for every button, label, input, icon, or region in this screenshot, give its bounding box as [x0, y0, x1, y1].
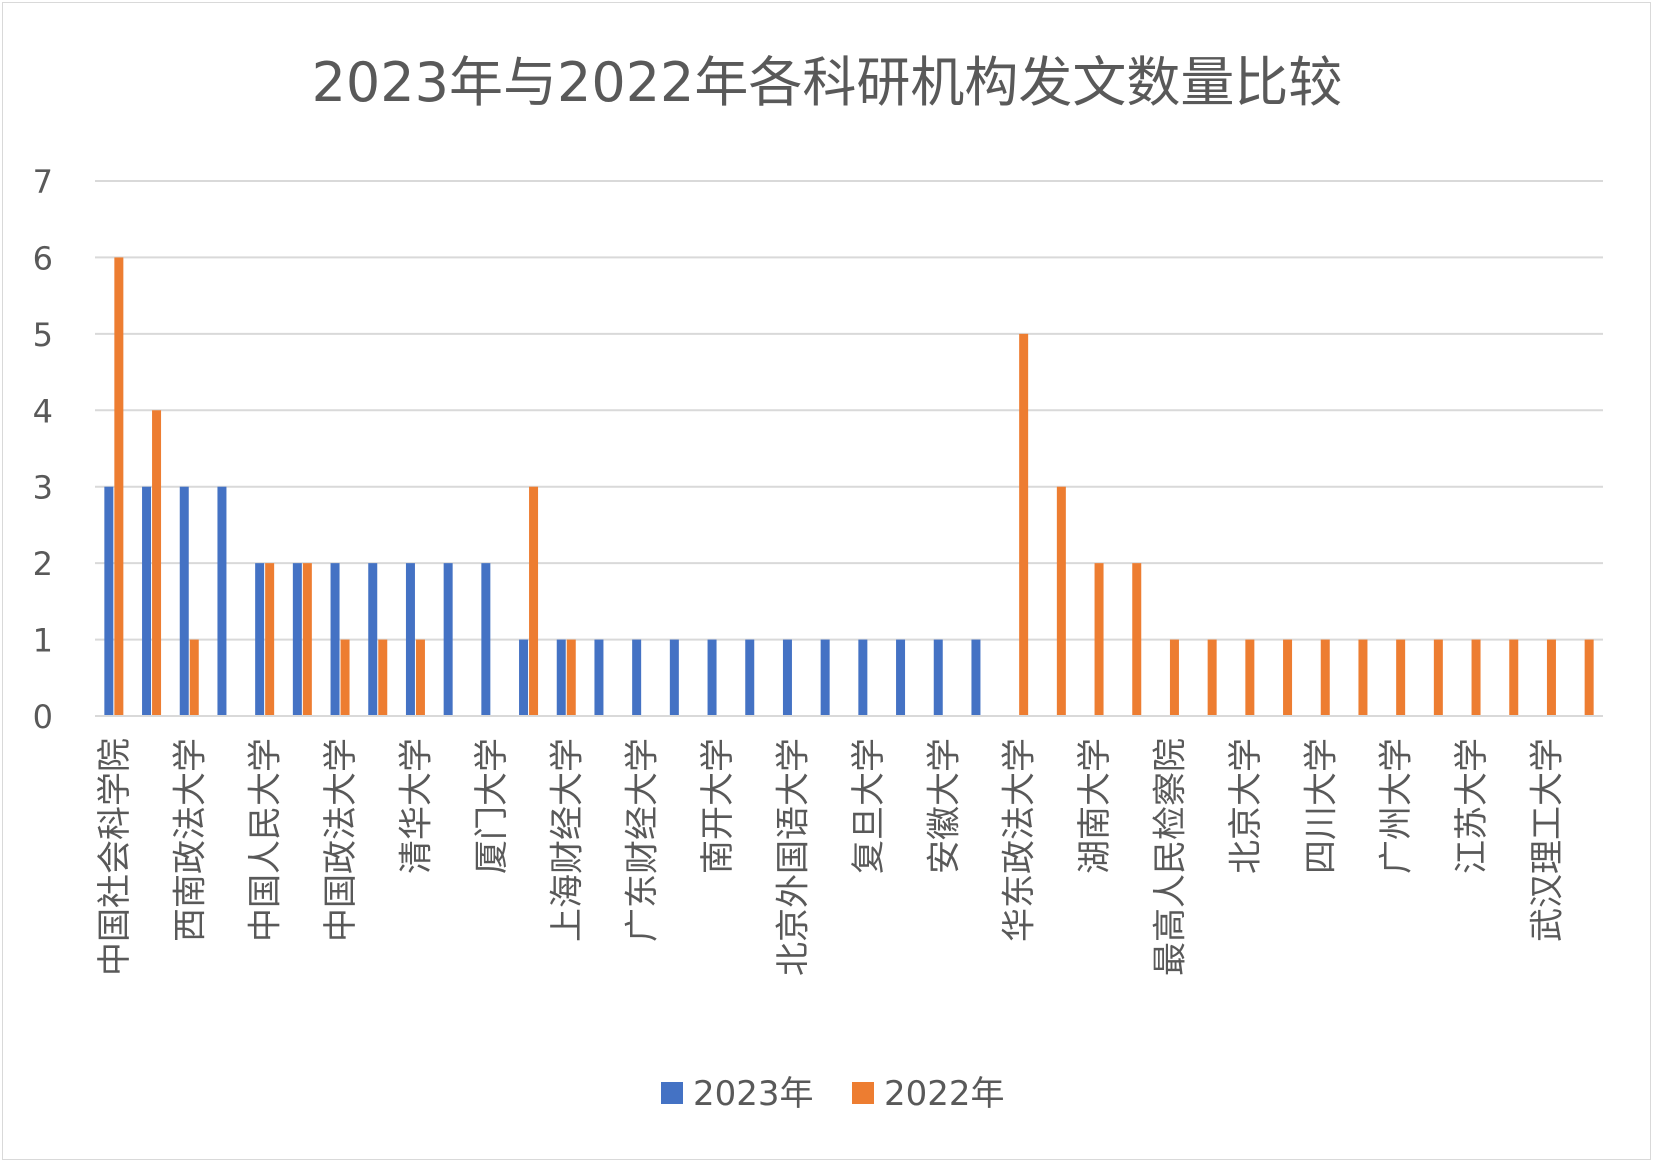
legend-item-2022: 2022年 — [852, 1074, 1005, 1114]
bar-2022年-30 — [1245, 639, 1255, 716]
y-tick-label: 2 — [33, 545, 53, 583]
bar-2023年-12 — [556, 639, 566, 716]
bar-2022年-34 — [1396, 639, 1406, 716]
bar-2023年-4 — [255, 563, 265, 716]
bar-2022年-29 — [1207, 639, 1217, 716]
x-category-label: 上海财经大学 — [547, 738, 587, 942]
chart-title: 2023年与2022年各科研机构发文数量比较 — [312, 51, 1343, 114]
y-tick-label: 1 — [33, 622, 53, 660]
bar-2022年-38 — [1546, 639, 1556, 716]
bar-2023年-19 — [820, 639, 830, 716]
bar-2022年-8 — [415, 639, 425, 716]
bar-2022年-2 — [189, 639, 199, 716]
bar-2022年-11 — [529, 486, 539, 716]
bar-2022年-39 — [1584, 639, 1594, 716]
y-tick-label: 6 — [33, 239, 53, 277]
bar-2022年-0 — [114, 257, 124, 716]
x-category-label: 武汉理工大学 — [1527, 738, 1567, 942]
legend-item-2023: 2023年 — [661, 1074, 814, 1114]
bar-chart: 2023年与2022年各科研机构发文数量比较 0 1 2 3 4 5 6 7 中国社会科学院西… — [33, 51, 1603, 1114]
x-category-label: 清华大学 — [396, 738, 436, 874]
bar-2023年-17 — [745, 639, 755, 716]
bar-2023年-23 — [971, 639, 981, 716]
legend-swatch-2022 — [852, 1082, 874, 1104]
x-category-label: 江苏大学 — [1452, 738, 1492, 874]
bar-2023年-5 — [292, 563, 302, 716]
bar-2022年-5 — [302, 563, 312, 716]
bar-2022年-27 — [1132, 563, 1142, 716]
bar-2022年-6 — [340, 639, 350, 716]
bar-2022年-25 — [1056, 486, 1066, 716]
x-category-label: 湖南大学 — [1075, 738, 1115, 874]
bar-2022年-1 — [152, 410, 162, 716]
bar-2023年-6 — [330, 563, 340, 716]
x-category-label: 南开大学 — [698, 738, 738, 874]
x-category-label: 厦门大学 — [472, 738, 512, 874]
y-axis-ticks: 0 1 2 3 4 5 6 7 — [33, 163, 53, 736]
bar-2022年-31 — [1283, 639, 1293, 716]
bar-2023年-15 — [669, 639, 679, 716]
bar-2023年-9 — [443, 563, 453, 716]
y-tick-label: 3 — [33, 469, 53, 507]
x-category-label: 华东政法大学 — [1000, 738, 1040, 942]
legend-swatch-2023 — [661, 1082, 683, 1104]
bar-2022年-33 — [1358, 639, 1368, 716]
legend-label-2022: 2022年 — [884, 1074, 1005, 1114]
y-tick-label: 5 — [33, 316, 53, 354]
bar-2022年-32 — [1320, 639, 1330, 716]
bar-2023年-2 — [179, 486, 189, 716]
x-category-label: 中国社会科学院 — [95, 738, 135, 976]
x-category-label: 复旦大学 — [849, 738, 889, 874]
x-category-label: 中国人民大学 — [246, 738, 286, 942]
bar-2023年-1 — [142, 486, 152, 716]
x-category-label: 四川大学 — [1301, 738, 1341, 874]
x-category-label: 中国政法大学 — [321, 738, 361, 942]
bar-2022年-24 — [1019, 333, 1029, 716]
bar-2022年-28 — [1169, 639, 1179, 716]
bar-2023年-0 — [104, 486, 114, 716]
x-axis-labels: 中国社会科学院 西南政法大学 中国人民大学 中国政法大学 清华大学 厦门大学 上海财经大学广… — [95, 738, 1568, 976]
bar-2022年-12 — [566, 639, 576, 716]
x-category-label: 西南政法大学 — [170, 738, 210, 942]
bar-2023年-21 — [896, 639, 906, 716]
x-category-label: 最高人民检察院 — [1150, 738, 1190, 976]
bar-2023年-3 — [217, 486, 227, 716]
bar-2022年-36 — [1471, 639, 1481, 716]
bars — [104, 257, 1594, 716]
bar-2023年-7 — [368, 563, 378, 716]
bar-2023年-10 — [481, 563, 491, 716]
bar-2022年-26 — [1094, 563, 1104, 716]
bar-2023年-22 — [933, 639, 943, 716]
bar-2023年-11 — [519, 639, 529, 716]
bar-2022年-37 — [1509, 639, 1519, 716]
x-category-label: 广州大学 — [1377, 738, 1417, 874]
x-category-label: 广东财经大学 — [623, 738, 663, 942]
y-tick-label: 7 — [33, 163, 53, 201]
y-tick-label: 0 — [33, 698, 53, 736]
bar-2023年-16 — [707, 639, 717, 716]
y-tick-label: 4 — [33, 392, 53, 430]
bar-2023年-13 — [594, 639, 604, 716]
legend: 2023年 2022年 — [661, 1074, 1005, 1114]
bar-2023年-14 — [632, 639, 642, 716]
bar-2023年-20 — [858, 639, 868, 716]
bar-2022年-35 — [1433, 639, 1443, 716]
bar-2022年-7 — [378, 639, 388, 716]
bar-2023年-18 — [782, 639, 792, 716]
legend-label-2023: 2023年 — [693, 1074, 814, 1114]
bar-2023年-8 — [405, 563, 415, 716]
bar-2022年-4 — [265, 563, 275, 716]
x-category-label: 北京大学 — [1226, 738, 1266, 874]
gridlines — [95, 180, 1603, 641]
x-category-label: 安徽大学 — [924, 738, 964, 874]
x-category-label: 北京外国语大学 — [773, 738, 813, 976]
